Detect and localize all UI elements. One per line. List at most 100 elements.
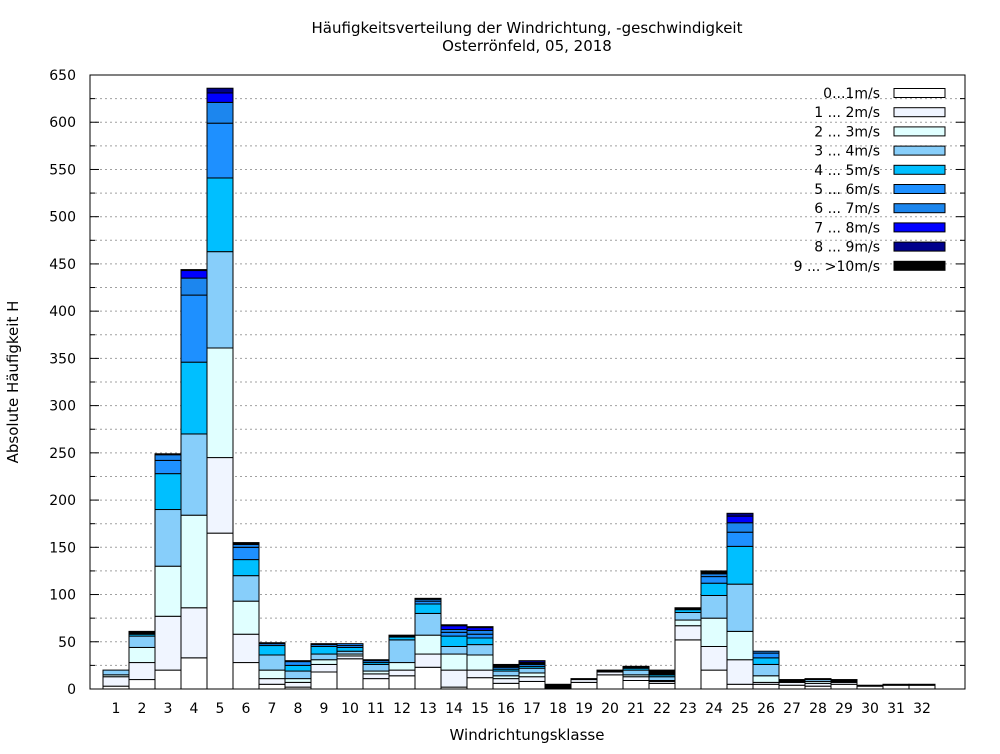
bar-segment	[206, 87, 234, 94]
bar-segment	[232, 546, 260, 561]
bar-segment	[206, 457, 234, 534]
x-tick-label: 20	[601, 701, 619, 717]
bar-segment	[674, 619, 702, 627]
bar-segment	[440, 635, 468, 647]
bar-segment	[310, 663, 338, 673]
x-tick-label: 19	[575, 701, 593, 717]
x-tick-label: 30	[861, 701, 879, 717]
bar-segment	[336, 646, 364, 652]
bar-segment	[440, 645, 468, 655]
bar-segment	[622, 669, 650, 676]
bar-segment	[362, 663, 390, 672]
bar-segment	[154, 454, 182, 461]
bar-segment	[518, 680, 546, 690]
legend-label: 4 ... 5m/s	[814, 163, 880, 179]
bar-segment	[622, 679, 650, 690]
bar-segment	[752, 683, 780, 690]
bar-segment	[830, 683, 858, 690]
x-tick-label: 26	[757, 701, 775, 717]
y-tick-label: 650	[49, 68, 76, 84]
bar-segment	[154, 615, 182, 671]
bar-segment	[362, 678, 390, 690]
bar-segment	[284, 678, 312, 683]
bar-segment	[752, 650, 780, 654]
legend-swatch	[893, 126, 946, 137]
bar-segment	[596, 669, 624, 673]
bar-segment	[388, 634, 416, 637]
bar-segment	[414, 634, 442, 655]
bar-segment	[726, 545, 754, 585]
bar-segment	[726, 515, 754, 524]
bar-segment	[570, 681, 598, 690]
bar-segment	[466, 669, 494, 679]
y-tick-label: 500	[49, 210, 76, 226]
y-tick-label: 600	[49, 115, 76, 131]
bar-segment	[206, 532, 234, 690]
bar-segment	[388, 669, 416, 677]
legend-label: 9 ... >10m/s	[794, 259, 880, 275]
bar-segment	[726, 512, 754, 517]
legend-swatch	[893, 222, 946, 233]
x-tick-label: 14	[445, 701, 463, 717]
bar-segment	[388, 662, 416, 671]
legend-label: 2 ... 3m/s	[814, 124, 880, 140]
legend-label: 6 ... 7m/s	[814, 201, 880, 217]
legend-label: 8 ... 9m/s	[814, 240, 880, 256]
legend-swatch	[893, 260, 946, 271]
bar-segment	[388, 639, 416, 664]
bar-segment	[128, 679, 156, 690]
bar-segment	[752, 675, 780, 683]
bar-segment	[466, 677, 494, 690]
bar-segment	[206, 347, 234, 459]
legend-swatch	[893, 107, 946, 118]
y-tick-label: 250	[49, 446, 76, 462]
bar-segment	[414, 653, 442, 668]
bar-segment	[440, 669, 468, 688]
bar-segment	[414, 612, 442, 636]
bar-segment	[752, 652, 780, 659]
bar-segment	[700, 570, 728, 573]
bar-segment	[882, 684, 910, 690]
bar-segment	[648, 669, 676, 674]
bar-segment	[336, 643, 364, 647]
x-tick-label: 7	[268, 701, 277, 717]
bar-segment	[284, 664, 312, 672]
bar-segment	[518, 660, 546, 664]
x-tick-label: 5	[216, 701, 225, 717]
bar-segment	[856, 684, 884, 687]
x-tick-label: 21	[627, 701, 645, 717]
legend-swatch	[893, 241, 946, 252]
bar-segment	[180, 294, 208, 363]
legend-swatch	[893, 164, 946, 175]
x-tick-label: 3	[164, 701, 173, 717]
bar-segment	[128, 662, 156, 681]
bar-segment	[466, 637, 494, 646]
x-tick-label: 29	[835, 701, 853, 717]
bar-segment	[232, 559, 260, 577]
bar-segment	[206, 251, 234, 349]
bar-segment	[518, 672, 546, 678]
x-tick-label: 16	[497, 701, 515, 717]
bar-segment	[414, 597, 442, 600]
bar-segment	[700, 645, 728, 671]
bar-segment	[180, 433, 208, 516]
y-tick-label: 150	[49, 540, 76, 556]
bar-segment	[752, 657, 780, 665]
bar-segment	[414, 666, 442, 690]
bar-segment	[310, 659, 338, 665]
bar-segment	[440, 625, 468, 630]
bar-segment	[440, 631, 468, 637]
legend-label: 3 ... 4m/s	[814, 144, 880, 160]
bar-segment	[258, 678, 286, 685]
x-tick-label: 27	[783, 701, 801, 717]
bar-segment	[466, 654, 494, 671]
y-tick-label: 300	[49, 399, 76, 415]
axis-layer: 0 50 100 150 200 250 300 350 400 450 500 550 600 650 1…	[49, 68, 965, 717]
bar-segment	[258, 683, 286, 690]
x-tick-label: 24	[705, 701, 723, 717]
bar-segment	[232, 575, 260, 602]
bar-segment	[310, 643, 338, 646]
x-tick-label: 6	[242, 701, 251, 717]
legend-swatch	[893, 203, 946, 214]
bar-segment	[908, 684, 936, 690]
